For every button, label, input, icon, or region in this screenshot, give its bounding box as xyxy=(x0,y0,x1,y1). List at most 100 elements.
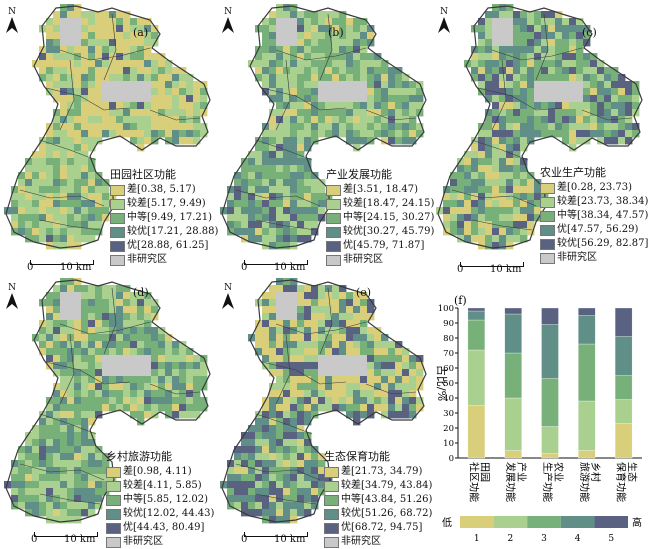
map-unit xyxy=(46,474,54,482)
map-unit xyxy=(151,137,159,145)
map-unit xyxy=(597,81,605,89)
map-unit xyxy=(276,102,284,110)
township-boundary xyxy=(103,13,117,81)
map-unit xyxy=(478,193,486,201)
map-unit xyxy=(555,11,563,19)
map-unit xyxy=(569,32,577,40)
map-unit xyxy=(74,193,82,201)
map-unit xyxy=(95,502,103,510)
non-study-area xyxy=(276,32,284,40)
map-unit xyxy=(527,116,535,124)
legend-swatch xyxy=(324,522,339,534)
non-study-area xyxy=(548,95,556,103)
map-unit xyxy=(492,11,500,19)
non-study-area xyxy=(109,369,117,377)
map-unit xyxy=(95,341,103,349)
map-unit xyxy=(88,60,96,68)
map-unit xyxy=(102,207,110,215)
non-study-area xyxy=(360,81,368,89)
map-unit xyxy=(360,327,368,335)
map-unit xyxy=(144,404,152,412)
map-unit xyxy=(527,130,535,138)
map-unit xyxy=(151,60,159,68)
map-unit xyxy=(53,418,61,426)
map-unit xyxy=(318,18,326,26)
map-unit xyxy=(186,411,194,419)
map-unit xyxy=(74,404,82,412)
map-unit xyxy=(248,439,256,447)
legend-swatch xyxy=(110,198,125,210)
map-unit xyxy=(555,53,563,61)
township-boundary xyxy=(275,333,291,405)
map-unit xyxy=(227,460,235,468)
map-unit xyxy=(402,369,410,377)
map-unit xyxy=(109,334,117,342)
map-unit xyxy=(269,81,277,89)
map-unit xyxy=(485,214,493,222)
map-unit xyxy=(123,383,131,391)
map-unit xyxy=(60,320,68,328)
non-study-area xyxy=(339,369,347,377)
map-unit xyxy=(492,200,500,208)
map-unit xyxy=(262,439,270,447)
map-unit xyxy=(618,88,626,96)
map-unit xyxy=(304,509,312,517)
map-unit xyxy=(297,348,305,356)
map-unit xyxy=(290,151,298,159)
non-study-area xyxy=(290,313,298,321)
map-unit xyxy=(262,18,270,26)
non-study-area xyxy=(67,306,75,314)
map-unit xyxy=(499,179,507,187)
map-unit xyxy=(485,235,493,243)
map-unit xyxy=(290,285,298,293)
map-unit xyxy=(290,193,298,201)
map-unit xyxy=(583,60,591,68)
map-unit xyxy=(123,18,131,26)
map-unit xyxy=(53,214,61,222)
map-unit xyxy=(283,411,291,419)
map-unit xyxy=(367,130,375,138)
map-unit xyxy=(520,221,528,229)
map-unit xyxy=(402,390,410,398)
map-unit xyxy=(25,165,33,173)
map-unit xyxy=(74,109,82,117)
map-unit xyxy=(158,355,166,363)
map-unit xyxy=(311,53,319,61)
map-unit xyxy=(360,299,368,307)
map-unit xyxy=(102,481,110,489)
map-unit xyxy=(53,285,61,293)
map-unit xyxy=(46,446,54,454)
map-unit xyxy=(416,397,424,405)
non-study-area xyxy=(562,95,570,103)
legend-item: 中等[43.84, 51.26) xyxy=(324,493,432,507)
map-unit xyxy=(562,53,570,61)
map-unit xyxy=(283,186,291,194)
map-unit xyxy=(360,32,368,40)
map-unit xyxy=(576,60,584,68)
map-unit xyxy=(158,327,166,335)
map-unit xyxy=(95,383,103,391)
map-unit xyxy=(102,334,110,342)
map-unit xyxy=(360,109,368,117)
non-study-area xyxy=(499,18,507,26)
map-unit xyxy=(116,39,124,47)
map-unit xyxy=(478,67,486,75)
map-unit xyxy=(144,116,152,124)
map-unit xyxy=(534,200,542,208)
map-unit xyxy=(130,137,138,145)
map-unit xyxy=(388,95,396,103)
map-unit xyxy=(443,221,451,229)
map-unit xyxy=(325,32,333,40)
map-unit xyxy=(388,411,396,419)
map-unit xyxy=(332,67,340,75)
legend-swatch xyxy=(324,494,339,506)
map-unit xyxy=(81,432,89,440)
map-unit xyxy=(402,137,410,145)
map-unit xyxy=(269,137,277,145)
map-unit xyxy=(395,137,403,145)
map-unit xyxy=(499,60,507,68)
map-unit xyxy=(269,299,277,307)
map-unit xyxy=(443,207,451,215)
map-unit xyxy=(116,341,124,349)
legend-item: 优[44.43, 80.49] xyxy=(106,521,214,535)
